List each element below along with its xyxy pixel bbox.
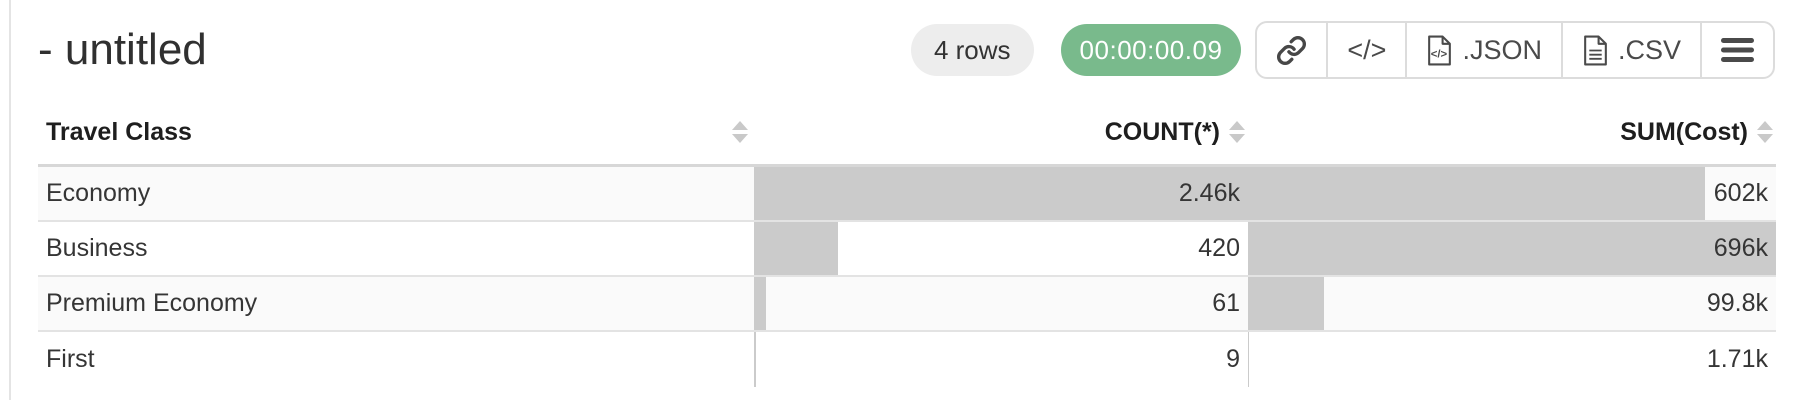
- count-value: 2.46k: [1178, 179, 1240, 207]
- sort-icon[interactable]: [1229, 121, 1245, 143]
- query-timer-badge: 00:00:00.09: [1060, 24, 1242, 76]
- count-value: 61: [1212, 289, 1240, 317]
- sum-bar: [1248, 332, 1250, 387]
- table-row: First 9 1.71k: [38, 332, 1776, 387]
- table-header-row: Travel Class COUNT(*) SUM(Cost): [38, 100, 1776, 167]
- share-link-button[interactable]: [1257, 23, 1326, 77]
- export-json-label: .JSON: [1462, 34, 1542, 65]
- sum-value: 696k: [1713, 234, 1768, 262]
- view-code-button[interactable]: </>: [1326, 23, 1405, 77]
- sum-cell: 602k: [1248, 167, 1776, 220]
- code-icon: </>: [1347, 34, 1387, 65]
- link-icon: [1276, 35, 1307, 66]
- sum-value: 602k: [1713, 179, 1768, 207]
- result-table: Travel Class COUNT(*) SUM(Cost) Economy …: [38, 100, 1776, 387]
- column-header-label: SUM(Cost): [1620, 117, 1748, 146]
- count-bar: [754, 277, 767, 330]
- table-body: Economy 2.46k 602k Business 420 696k Pre…: [38, 167, 1776, 387]
- count-value: 9: [1226, 345, 1240, 373]
- menu-icon: [1721, 38, 1754, 62]
- export-csv-button[interactable]: .CSV: [1560, 23, 1700, 77]
- table-row: Business 420 696k: [38, 222, 1776, 277]
- count-bar: [754, 222, 839, 275]
- travel-class-cell: Economy: [46, 179, 151, 207]
- column-header-label: Travel Class: [46, 117, 192, 146]
- count-bar: [754, 332, 756, 387]
- column-header-label: COUNT(*): [1104, 117, 1220, 146]
- sum-value: 99.8k: [1706, 289, 1768, 317]
- column-header-sum[interactable]: SUM(Cost): [1248, 100, 1776, 164]
- sum-cell: 1.71k: [1248, 332, 1776, 387]
- sum-bar: [1248, 277, 1324, 330]
- row-count-badge: 4 rows: [910, 24, 1034, 76]
- pane-divider: [9, 0, 11, 400]
- sum-bar: [1248, 222, 1776, 275]
- count-cell: 2.46k: [754, 167, 1248, 220]
- count-value: 420: [1198, 234, 1240, 262]
- sum-cell: 696k: [1248, 222, 1776, 275]
- json-file-icon: </>: [1426, 35, 1453, 66]
- topbar: - untitled 4 rows 00:00:00.09 </>: [0, 0, 1816, 100]
- travel-class-cell: First: [46, 345, 95, 373]
- table-row: Premium Economy 61 99.8k: [38, 277, 1776, 332]
- travel-class-cell: Premium Economy: [46, 289, 258, 317]
- sort-icon[interactable]: [732, 121, 748, 143]
- sort-icon[interactable]: [1757, 121, 1773, 143]
- count-cell: 420: [754, 222, 1248, 275]
- column-header-count[interactable]: COUNT(*): [754, 100, 1248, 164]
- menu-button[interactable]: [1700, 23, 1773, 77]
- export-csv-label: .CSV: [1617, 34, 1681, 65]
- column-header-travel-class[interactable]: Travel Class: [38, 100, 754, 164]
- sum-bar: [1248, 167, 1705, 220]
- count-cell: 9: [754, 332, 1248, 387]
- count-bar: [754, 167, 1248, 220]
- sum-value: 1.71k: [1706, 345, 1768, 373]
- svg-text:</>: </>: [1431, 48, 1448, 60]
- sum-cell: 99.8k: [1248, 277, 1776, 330]
- travel-class-cell: Business: [46, 234, 148, 262]
- csv-file-icon: [1582, 35, 1609, 66]
- result-toolbar: 4 rows 00:00:00.09 </>: [910, 21, 1775, 79]
- table-row: Economy 2.46k 602k: [38, 167, 1776, 222]
- page-title: - untitled: [38, 25, 207, 74]
- count-cell: 61: [754, 277, 1248, 330]
- export-button-group: </> </> .JSON: [1255, 21, 1775, 79]
- export-json-button[interactable]: </> .JSON: [1405, 23, 1561, 77]
